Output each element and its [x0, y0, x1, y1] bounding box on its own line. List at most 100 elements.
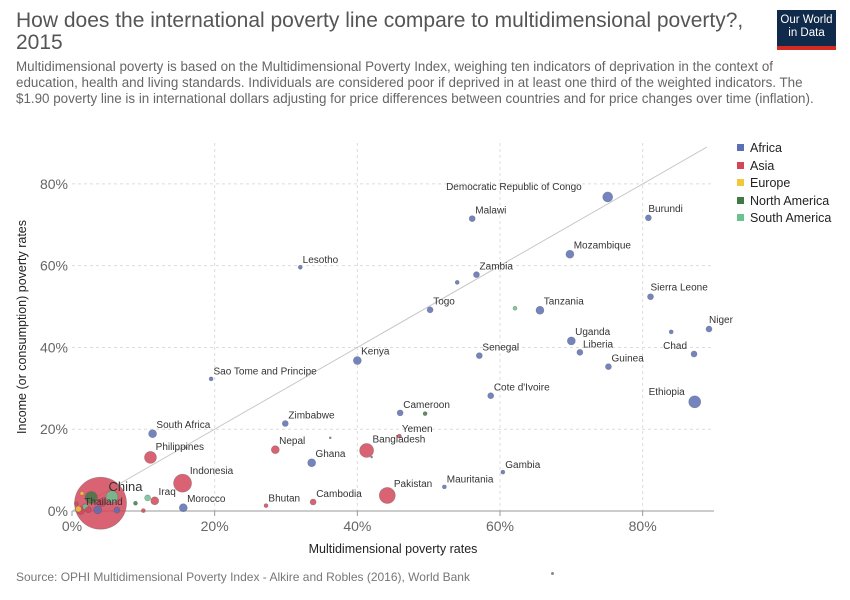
data-point: [605, 363, 612, 370]
data-point: [512, 305, 518, 311]
data-point: [97, 498, 107, 507]
data-point: [270, 445, 280, 454]
point-label: Zimbabwe: [288, 410, 335, 421]
point-label: Bhutan: [268, 493, 300, 504]
point-label: Sierra Leone: [651, 283, 709, 294]
legend-swatch: [737, 144, 744, 151]
point-label: Bangladesh: [373, 435, 426, 446]
data-point: [105, 490, 119, 503]
data-point: [422, 411, 428, 416]
x-tick-label: 20%: [201, 518, 229, 534]
point-label: Philippines: [156, 442, 204, 453]
point-label: Ghana: [315, 449, 345, 460]
point-label: Chad: [663, 341, 687, 352]
data-point: [281, 420, 289, 427]
point-label: Cambodia: [316, 489, 362, 500]
legend-item[interactable]: North America: [737, 194, 829, 208]
point-label: Liberia: [583, 339, 613, 350]
data-point: [173, 473, 192, 493]
data-point: [144, 451, 157, 464]
legend-item[interactable]: Africa: [737, 141, 782, 155]
point-label: Cameroon: [403, 400, 450, 411]
data-point: [645, 214, 652, 222]
data-point: [297, 265, 303, 270]
owid-logo[interactable]: Our World in Data: [777, 10, 836, 50]
legend-label: North America: [750, 193, 830, 208]
source-dot: [551, 572, 554, 575]
x-tick-label: 80%: [629, 518, 657, 534]
data-point: [93, 505, 102, 515]
data-point: [688, 395, 702, 409]
x-tick-label: 40%: [343, 518, 371, 534]
legend-item[interactable]: Europe: [737, 176, 790, 190]
data-point: [370, 455, 373, 459]
data-point: [178, 503, 188, 513]
reference-line: [71, 146, 708, 512]
data-point: [75, 505, 82, 513]
point-label: Malawi: [475, 206, 506, 217]
legend-swatch: [737, 179, 744, 186]
point-label: Gambia: [505, 460, 540, 471]
data-point: [79, 491, 85, 496]
x-axis-label: Multidimensional poverty rates: [309, 542, 478, 556]
legend-item[interactable]: South America: [737, 211, 831, 225]
data-point: [141, 508, 146, 513]
point-label: Zambia: [480, 262, 514, 273]
point-label: Iraq: [159, 487, 176, 498]
legend-label: Africa: [750, 141, 782, 155]
data-point: [307, 458, 316, 468]
point-label: Democratic Republic of Congo: [446, 182, 582, 193]
point-label: Togo: [433, 297, 455, 308]
data-point: [426, 306, 434, 314]
x-tick-label: 0%: [62, 518, 82, 534]
data-point: [468, 215, 476, 222]
data-point: [487, 392, 495, 399]
x-tick-label: 60%: [486, 518, 514, 534]
data-point: [133, 500, 138, 506]
point-label: Yemen: [402, 424, 433, 435]
data-point: [647, 293, 654, 301]
data-point: [148, 429, 157, 439]
data-point: [208, 376, 214, 382]
point-label: Uganda: [575, 327, 610, 338]
data-point: [328, 436, 332, 440]
point-label: Senegal: [482, 343, 519, 354]
data-point: [668, 329, 674, 335]
legend-swatch: [737, 196, 744, 204]
data-point: [473, 271, 480, 278]
data-point: [705, 325, 713, 333]
data-point: [397, 433, 402, 439]
data-point: [113, 506, 121, 514]
point-label: Ethiopia: [649, 387, 686, 398]
point-label: Pakistan: [394, 479, 432, 490]
point-label: Thailand: [84, 497, 122, 508]
point-label: Cote d'Ivoire: [494, 383, 550, 394]
point-label: Lesotho: [303, 255, 339, 266]
chart-title: How does the international poverty line …: [16, 9, 744, 54]
legend-item[interactable]: Asia: [737, 159, 774, 173]
point-label: Nepal: [279, 436, 305, 447]
point-label: Burundi: [648, 204, 682, 215]
data-point: [263, 503, 269, 508]
data-point: [73, 501, 79, 506]
logo-line-1: Our World: [780, 14, 833, 26]
point-label: Mozambique: [574, 240, 632, 251]
y-tick-label: 40%: [40, 339, 68, 355]
y-axis-label: Income (or consumption) poverty rates: [15, 220, 29, 434]
y-tick-label: 80%: [40, 176, 68, 192]
data-point: [359, 443, 374, 458]
point-label: Sao Tome and Principe: [214, 367, 318, 378]
logo-line-2: in Data: [788, 27, 825, 39]
y-tick-label: 60%: [40, 258, 68, 274]
data-point: [565, 249, 575, 259]
chart-subtitle: Multidimensional poverty is based on the…: [16, 59, 814, 106]
data-point: [602, 191, 614, 203]
data-point: [144, 494, 151, 502]
data-point: [442, 484, 447, 490]
legend-label: Asia: [750, 158, 775, 173]
y-tick-label: 0%: [48, 503, 68, 519]
source-note: Source: OPHI Multidimensional Poverty In…: [16, 570, 470, 584]
legend-swatch: [737, 214, 744, 221]
point-label: South Africa: [156, 420, 210, 431]
data-point: [500, 469, 506, 475]
